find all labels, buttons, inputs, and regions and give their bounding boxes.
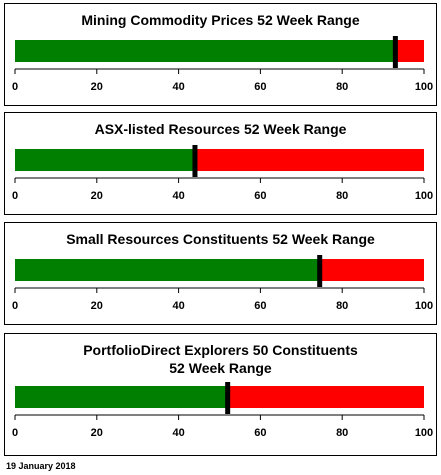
x-tick-label: 100: [415, 190, 433, 202]
below-range-bar: [15, 149, 195, 171]
x-tick-label: 60: [254, 190, 266, 202]
x-tick-label: 40: [172, 427, 184, 439]
x-tick-label: 0: [12, 427, 18, 439]
x-tick-label: 20: [91, 427, 103, 439]
chart-title: Small Resources Constituents 52 Week Ran…: [66, 231, 375, 247]
x-tick-label: 0: [12, 81, 18, 93]
chart-title: ASX-listed Resources 52 Week Range: [94, 121, 347, 137]
below-range-bar: [15, 40, 396, 62]
chart-title: PortfolioDirect Explorers 50 Constituent…: [83, 342, 358, 376]
x-tick-label: 100: [415, 81, 433, 93]
chart-panel-mining-commodities: Mining Commodity Prices 52 Week Range 0 2…: [4, 3, 437, 106]
x-tick-label: 40: [172, 300, 184, 312]
current-value-marker: [317, 255, 323, 287]
chart-title: Mining Commodity Prices 52 Week Range: [81, 12, 360, 28]
report-date: 19 January 2018: [6, 461, 76, 471]
above-range-bar: [194, 149, 424, 171]
x-tick-label: 60: [254, 427, 266, 439]
x-tick-label: 0: [12, 190, 18, 202]
below-range-bar: [15, 386, 228, 408]
x-tick-label: 80: [336, 81, 348, 93]
x-tick-label: 100: [415, 300, 433, 312]
range-bar-chart: 0 20 40 60 80 100: [12, 145, 433, 202]
x-tick-label: 40: [172, 81, 184, 93]
x-tick-label: 80: [336, 427, 348, 439]
x-tick-label: 100: [415, 427, 433, 439]
above-range-bar: [319, 259, 424, 281]
range-bar-chart: 0 20 40 60 80 100: [12, 255, 433, 312]
chart-panel-asx-resources: ASX-listed Resources 52 Week Range 0 20 40…: [4, 112, 437, 215]
range-bar-chart: 0 20 40 60 80 100: [12, 382, 433, 439]
x-tick-label: 60: [254, 300, 266, 312]
chart-panel-portfoliodirect-explorers: PortfolioDirect Explorers 50 Constituent…: [4, 333, 437, 456]
range-bar-chart: 0 20 40 60 80 100: [12, 36, 433, 93]
current-value-marker: [392, 36, 398, 68]
x-tick-label: 20: [91, 300, 103, 312]
above-range-bar: [395, 40, 424, 62]
below-range-bar: [15, 259, 320, 281]
x-tick-label: 0: [12, 300, 18, 312]
x-tick-label: 80: [336, 190, 348, 202]
above-range-bar: [227, 386, 424, 408]
current-value-marker: [225, 382, 231, 414]
x-tick-label: 20: [91, 190, 103, 202]
x-tick-label: 80: [336, 300, 348, 312]
x-tick-label: 60: [254, 81, 266, 93]
x-tick-label: 40: [172, 190, 184, 202]
chart-panel-small-resources: Small Resources Constituents 52 Week Ran…: [4, 222, 437, 325]
x-tick-label: 20: [91, 81, 103, 93]
current-value-marker: [192, 145, 198, 177]
